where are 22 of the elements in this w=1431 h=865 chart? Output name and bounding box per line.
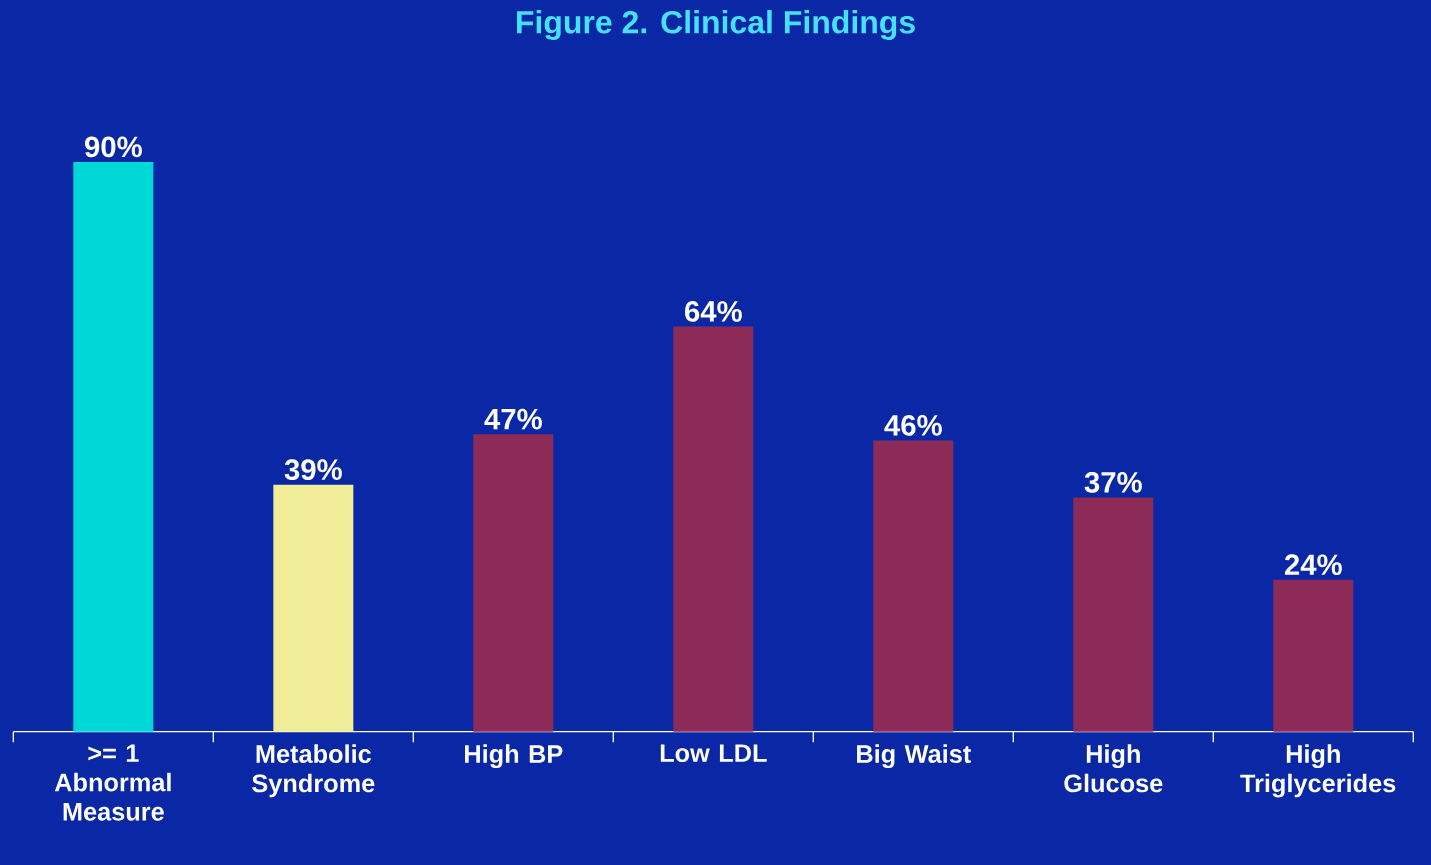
bar — [1073, 497, 1154, 732]
x-tick-label: Metabolic Syndrome — [252, 744, 375, 798]
bar — [273, 484, 354, 732]
x-tick-label: Big Waist — [857, 744, 971, 769]
data-label: 64% — [685, 301, 742, 322]
x-tick-label: High BP — [465, 744, 563, 769]
bar — [473, 434, 554, 732]
x-tick-label: High Glucose — [1064, 744, 1163, 793]
bar — [1273, 579, 1354, 732]
data-label: 46% — [884, 415, 942, 436]
data-label: 47% — [484, 408, 542, 430]
data-label: 37% — [1084, 471, 1142, 493]
bar — [873, 440, 954, 732]
x-tick-label: Low LDL — [660, 744, 767, 763]
data-label: 39% — [284, 459, 342, 481]
x-tick-label: >= 1 Abnormal Measure — [54, 744, 171, 821]
bar — [673, 326, 754, 732]
data-label: 90% — [85, 136, 142, 158]
data-label: 24% — [1284, 554, 1342, 576]
bar — [73, 161, 154, 732]
chart-title: Figure 2. Clinical Findings — [517, 10, 915, 40]
x-tick-label: High Triglycerides — [1240, 744, 1396, 798]
